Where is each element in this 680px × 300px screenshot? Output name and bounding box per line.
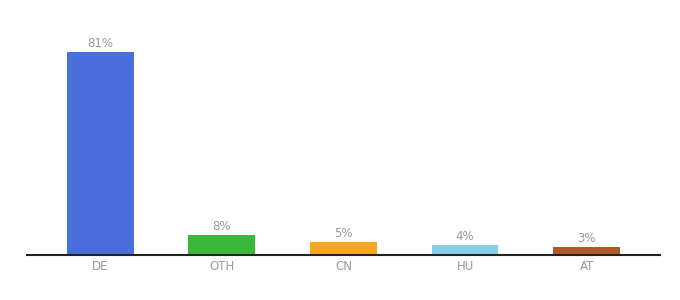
Text: 4%: 4% [456,230,475,243]
Text: 8%: 8% [213,220,231,233]
Bar [554,248,620,255]
Text: 3%: 3% [577,232,596,245]
Text: 5%: 5% [334,227,353,240]
Bar [67,52,133,255]
Bar [188,235,255,255]
Text: 81%: 81% [87,37,113,50]
Bar [310,242,377,255]
Bar [432,245,498,255]
